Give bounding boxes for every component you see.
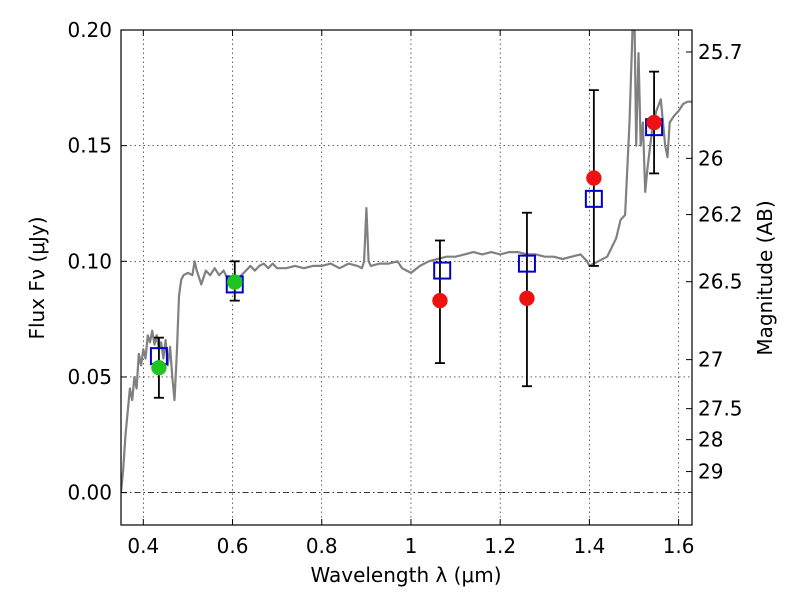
model-flux-square	[584, 189, 603, 208]
y-tick-label: 0.15	[67, 134, 112, 158]
plot-area	[121, 30, 692, 493]
model-flux-square	[517, 254, 536, 273]
x-tick-label: 0.8	[306, 534, 338, 558]
plot-background	[121, 30, 692, 525]
y2-tick-label: 28	[698, 428, 723, 452]
observed-flux-red-point	[586, 170, 602, 186]
x-tick-label: 1.2	[484, 534, 516, 558]
y2-tick-label: 25.7	[698, 40, 743, 64]
observed-flux-red-point	[646, 114, 662, 131]
y-tick-label: 0.00	[67, 481, 112, 505]
observed-flux-green-point	[151, 359, 167, 376]
y2-tick-label: 26	[698, 146, 723, 170]
spectrum-line	[121, 30, 692, 493]
observed-flux-red-point	[432, 292, 448, 309]
model-flux-square	[433, 261, 452, 280]
y2-tick-label: 27.5	[698, 397, 743, 421]
x-tick-label: 1.6	[663, 534, 695, 558]
y2-tick-label: 26.5	[698, 270, 743, 294]
y2-tick-label: 26.2	[698, 203, 743, 227]
y2-tick-label: 29	[698, 460, 723, 484]
observed-flux-red-point	[519, 290, 535, 307]
x-tick-label: 1.4	[573, 534, 605, 558]
y2-axis-label: Magnitude (AB)	[753, 200, 777, 355]
y2-tick-label: 27	[698, 348, 723, 372]
plot-frame	[120, 29, 693, 526]
y-tick-label: 0.10	[67, 249, 112, 273]
y-tick-label: 0.20	[67, 18, 112, 42]
axes: 0.4 0.6 0.8 1 1.2 1.4 1.6 0.00 0.05 0.10 0.15 0.20 2…	[67, 18, 742, 558]
x-axis-label: Wavelength λ (μm)	[310, 563, 501, 587]
y-tick-label: 0.05	[67, 365, 112, 389]
observed-flux-green-point	[227, 274, 243, 290]
y-axis-label: Flux Fν (μJy)	[25, 216, 49, 339]
x-tick-label: 0.4	[127, 534, 159, 558]
x-tick-label: 0.6	[217, 534, 249, 558]
x-tick-label: 1	[405, 534, 418, 558]
x-axis-label-text: Wavelength λ (μm)	[310, 563, 501, 587]
